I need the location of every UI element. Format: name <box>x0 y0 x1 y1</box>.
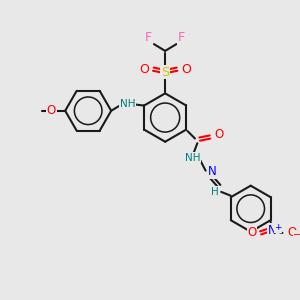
Text: H: H <box>211 187 218 197</box>
Text: N: N <box>208 165 216 178</box>
Text: O: O <box>287 226 296 239</box>
Text: S: S <box>161 66 170 79</box>
Text: O: O <box>140 63 149 76</box>
Text: F: F <box>178 31 185 44</box>
Text: +: + <box>274 223 281 232</box>
Text: O: O <box>181 63 191 76</box>
Text: −: − <box>293 230 300 240</box>
Text: O: O <box>214 128 223 142</box>
Text: NH: NH <box>185 153 201 163</box>
Text: F: F <box>145 31 152 44</box>
Text: O: O <box>47 104 56 117</box>
Text: NH: NH <box>120 99 136 109</box>
Text: N: N <box>267 224 276 237</box>
Text: O: O <box>247 226 256 239</box>
